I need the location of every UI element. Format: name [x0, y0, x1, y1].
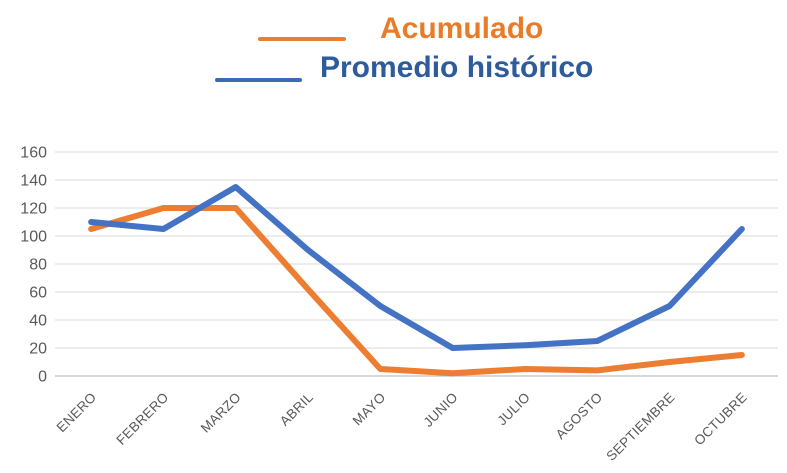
y-axis-tick-label: 60 — [29, 285, 47, 302]
y-axis-tick-label: 20 — [29, 341, 47, 358]
x-axis-tick-label: JUNIO — [420, 390, 460, 430]
chart-legend: Acumulado Promedio histórico — [0, 0, 787, 100]
x-axis-tick-label: MAYO — [350, 390, 389, 429]
y-axis-tick-label: 120 — [20, 201, 47, 218]
x-axis-tick-label: ABRIL — [277, 389, 316, 428]
y-axis-tick-label: 140 — [20, 173, 47, 190]
y-axis-tick-label: 40 — [29, 313, 47, 330]
x-axis-tick-label: OCTUBRE — [691, 390, 750, 449]
x-axis-tick-label: MARZO — [198, 390, 244, 436]
legend-label-acumulado: Acumulado — [380, 12, 544, 45]
x-axis-tick-label: JULIO — [494, 390, 533, 429]
x-axis-tick-label: AGOSTO — [553, 390, 606, 443]
x-axis-tick-label: SEPTIEMBRE — [603, 390, 677, 464]
legend-label-promedio-historico: Promedio histórico — [320, 51, 594, 84]
legend-swatch-acumulado-line-icon — [258, 37, 346, 41]
x-axis-tick-label: FEBRERO — [113, 390, 171, 448]
y-axis-tick-label: 100 — [20, 229, 47, 246]
y-axis-tick-label: 160 — [20, 145, 47, 162]
x-axis-tick-label: ENERO — [54, 390, 100, 436]
y-axis-tick-label: 80 — [29, 257, 47, 274]
y-axis-tick-label: 0 — [38, 369, 47, 386]
legend-swatch-promedio-line-icon — [215, 78, 302, 82]
series-line-promedio-historico — [88, 184, 745, 351]
